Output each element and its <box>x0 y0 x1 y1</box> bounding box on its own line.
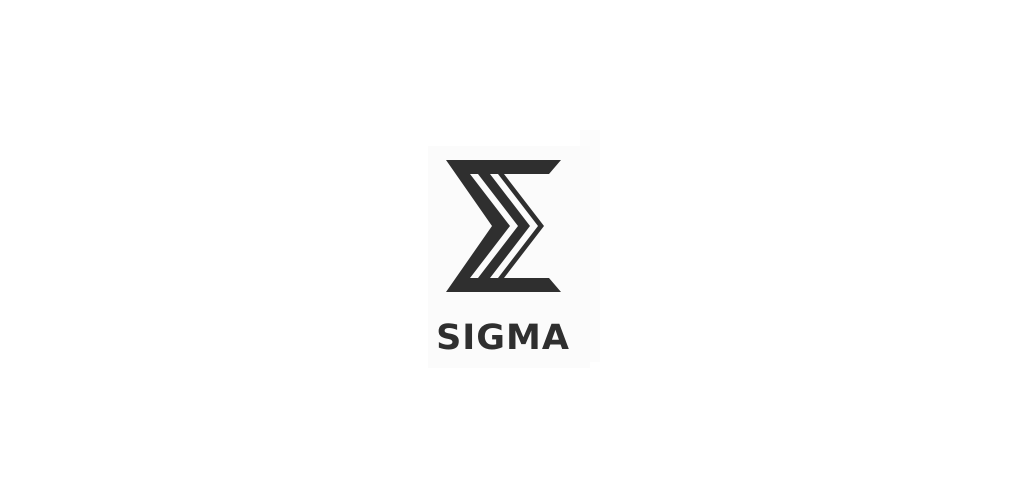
sigma-icon <box>446 160 561 292</box>
logo-wordmark: SIGMA <box>436 318 570 358</box>
